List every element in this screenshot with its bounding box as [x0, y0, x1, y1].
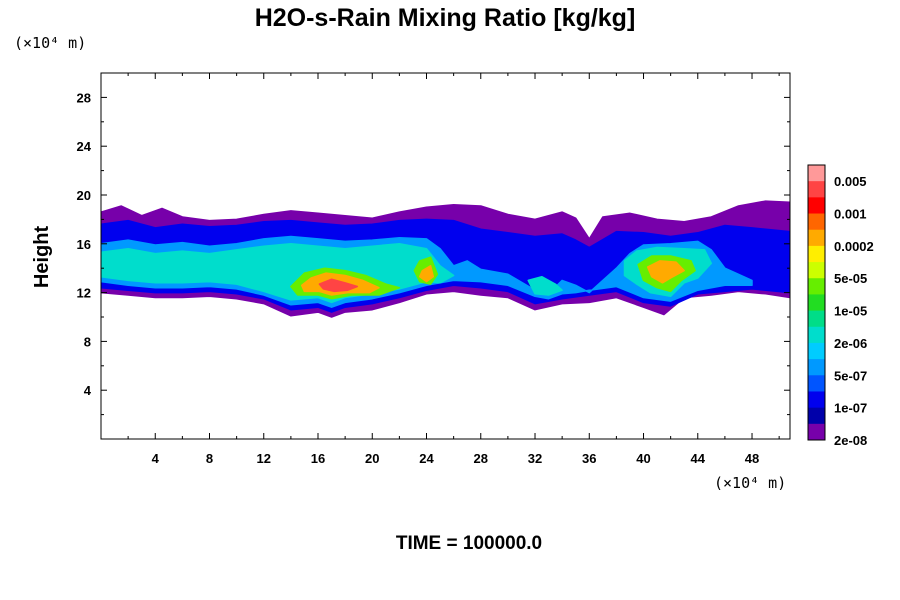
legend: 0.005 0.001 0.0002 5e-05 1e-05 2e-06 5e-07 1e-0… — [807, 164, 874, 448]
x-tick-label: 16 — [311, 451, 325, 466]
legend-swatch — [808, 181, 825, 198]
axis-ticks — [101, 73, 790, 439]
legend-label: 2e-08 — [834, 433, 867, 448]
legend-label: 0.005 — [834, 174, 867, 189]
y-tick-label: 4 — [84, 383, 92, 398]
x-tick-label: 8 — [206, 451, 213, 466]
y-unit-label: (×10⁴ m) — [14, 34, 86, 52]
legend-swatch — [808, 391, 825, 409]
legend-swatch — [808, 213, 825, 231]
y-tick-labels: 4 8 12 16 20 24 28 — [77, 90, 92, 398]
legend-label: 1e-07 — [834, 401, 867, 416]
legend-label: 0.0002 — [834, 239, 874, 254]
y-tick-label: 16 — [77, 237, 91, 252]
contour-region-11 — [646, 260, 685, 284]
y-tick-label: 20 — [77, 188, 91, 203]
plot-frame — [100, 72, 791, 440]
x-tick-label: 36 — [582, 451, 596, 466]
legend-swatch — [808, 262, 825, 279]
legend-swatch — [808, 197, 825, 214]
legend-label: 5e-07 — [834, 368, 867, 383]
legend-swatch — [808, 165, 825, 182]
legend-swatch — [808, 359, 825, 376]
contour-region-12 — [318, 278, 359, 293]
x-unit-label: (×10⁴ m) — [714, 474, 786, 492]
legend-swatch — [808, 245, 825, 263]
y-tick-label: 12 — [77, 286, 91, 301]
legend-label: 0.001 — [834, 207, 867, 222]
legend-swatch — [808, 407, 825, 425]
legend-label: 5e-05 — [834, 271, 867, 286]
contour-region-10 — [418, 265, 435, 283]
time-label: TIME = 100000.0 — [396, 533, 542, 554]
legend-swatch — [808, 278, 825, 295]
x-tick-labels: 4 8 12 16 20 24 28 32 36 40 44 48 — [152, 451, 760, 466]
legend-swatch — [808, 310, 825, 328]
x-tick-label: 40 — [636, 451, 650, 466]
y-tick-label: 24 — [77, 139, 92, 154]
contour-fills — [101, 200, 790, 318]
y-tick-label: 8 — [84, 334, 91, 349]
x-tick-label: 48 — [745, 451, 759, 466]
legend-swatch — [808, 375, 825, 392]
legend-swatch — [808, 423, 825, 441]
x-tick-label: 44 — [691, 451, 706, 466]
contour-region-5 — [527, 275, 563, 296]
legend-swatch — [808, 294, 825, 311]
x-tick-label: 24 — [419, 451, 434, 466]
y-axis-label: Height — [31, 226, 53, 289]
x-tick-label: 28 — [474, 451, 488, 466]
x-tick-label: 12 — [257, 451, 271, 466]
x-tick-label: 20 — [365, 451, 379, 466]
legend-label: 2e-06 — [834, 336, 867, 351]
legend-swatch — [808, 342, 825, 360]
x-tick-label: 32 — [528, 451, 542, 466]
legend-swatch — [808, 326, 825, 344]
y-tick-label: 28 — [77, 90, 91, 105]
x-tick-label: 4 — [152, 451, 160, 466]
legend-swatch — [808, 229, 825, 247]
chart-title: H2O-s-Rain Mixing Ratio [kg/kg] — [255, 4, 636, 32]
legend-label: 1e-05 — [834, 304, 867, 319]
legend-frame — [807, 164, 826, 441]
